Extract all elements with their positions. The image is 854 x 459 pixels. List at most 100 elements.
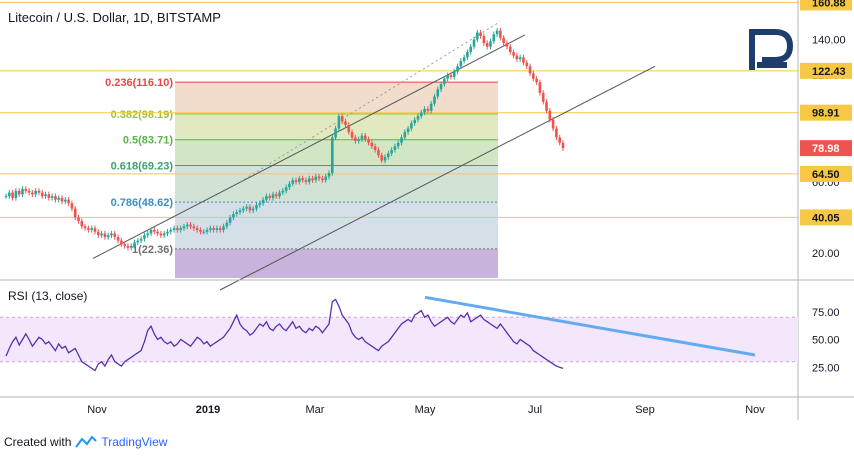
current-price-label: 78.98 [812, 143, 840, 155]
x-tick-label: Sep [635, 404, 655, 416]
x-tick-label: Nov [87, 404, 107, 416]
x-tick-label: Nov [745, 404, 765, 416]
candle-body [403, 132, 407, 138]
candle-body [77, 217, 80, 222]
candle-body [426, 108, 430, 111]
rsi-tick-label: 75.00 [812, 307, 840, 319]
tradingview-brand[interactable]: TradingView [101, 435, 168, 449]
candle-body [73, 208, 77, 218]
candle-body [232, 213, 235, 218]
candle-body [373, 146, 377, 150]
candle-body [245, 206, 248, 209]
candle-body [139, 238, 143, 241]
fib-zone [175, 202, 498, 249]
candle-body [265, 196, 268, 200]
candle-body [67, 199, 70, 204]
candle-body [113, 233, 117, 238]
x-tick-label: May [415, 404, 436, 416]
candle-body [179, 228, 182, 230]
candle-body [298, 178, 301, 182]
x-tick-label: Mar [306, 404, 325, 416]
candle-body [541, 92, 545, 102]
candle-body [528, 66, 532, 74]
candle-body [50, 196, 54, 198]
candle-body [156, 231, 159, 234]
candle-body [433, 96, 436, 104]
candle-body [548, 110, 552, 120]
candle-body [238, 210, 242, 213]
candle-body [242, 208, 245, 211]
candle-body [377, 149, 380, 156]
candle-body [159, 233, 163, 236]
candle-body [225, 222, 229, 227]
channel-lower-line [219, 65, 656, 291]
candle-body [327, 173, 331, 177]
price-level-label: 64.50 [812, 169, 840, 181]
candle-body [261, 199, 265, 204]
candle-body [27, 190, 31, 193]
x-tick-label: 2019 [196, 404, 220, 416]
candle-body [195, 228, 199, 230]
candle-body [83, 226, 87, 229]
broker-logo-icon [749, 29, 794, 70]
candle-body [21, 189, 24, 195]
candle-body [354, 137, 357, 141]
candle-body [317, 176, 321, 179]
candle-body [337, 116, 341, 129]
candle-body [505, 43, 509, 47]
candle-body [17, 190, 21, 195]
candle-body [176, 228, 179, 230]
x-tick-label: Jul [528, 404, 542, 416]
candle-body [301, 178, 304, 181]
candle-body [153, 229, 156, 232]
candle-body [307, 178, 311, 182]
candle-body [446, 75, 449, 79]
price-level-tag [800, 104, 852, 121]
fib-zone-bottom [175, 248, 498, 278]
candle-body [452, 71, 456, 77]
candle-body [93, 228, 97, 232]
rsi-trendline [424, 295, 756, 357]
candle-body [360, 135, 364, 140]
candle-body [205, 229, 209, 232]
rsi-band [0, 317, 798, 362]
candle-body [363, 135, 367, 140]
price-level-label: 160.88 [812, 0, 846, 9]
candle-body [347, 124, 351, 133]
candle-body [314, 176, 318, 181]
fib-label: 0.382(98.19) [111, 109, 174, 121]
candle-body [393, 146, 397, 150]
price-level-label: 122.43 [812, 66, 846, 78]
candle-body [482, 36, 486, 44]
candle-body [479, 32, 482, 37]
candle-body [278, 192, 281, 197]
candle-body [387, 153, 390, 158]
candle-body [100, 233, 103, 236]
candle-body [515, 55, 519, 60]
candle-body [416, 116, 420, 120]
candle-body [189, 224, 192, 227]
candle-body [413, 119, 416, 124]
candle-body [525, 62, 529, 67]
candle-body [60, 197, 64, 202]
candle-body [311, 178, 314, 181]
candle-body [11, 192, 14, 198]
y-tick-label: 20.00 [812, 248, 840, 260]
candle-body [172, 228, 176, 230]
candle-body [54, 196, 57, 200]
candle-body [476, 32, 479, 40]
candle-body [324, 176, 327, 181]
candle-body [143, 235, 146, 239]
candle-body [449, 75, 453, 77]
fib-label: 1(22.36) [132, 244, 173, 256]
candle-body [31, 192, 34, 195]
candle-body [330, 137, 334, 174]
candle-body [4, 196, 8, 198]
fib-label: 0.5(83.71) [123, 135, 173, 147]
rsi-label: RSI (13, close) [8, 289, 87, 303]
candle-body [281, 190, 285, 193]
candle-body [90, 228, 93, 230]
candle-body [70, 203, 74, 209]
candle-body [129, 245, 133, 248]
price-chart: 0.236(116.10) 0.382(98.19) 0.5(83.71) 0.618… [0, 0, 854, 420]
